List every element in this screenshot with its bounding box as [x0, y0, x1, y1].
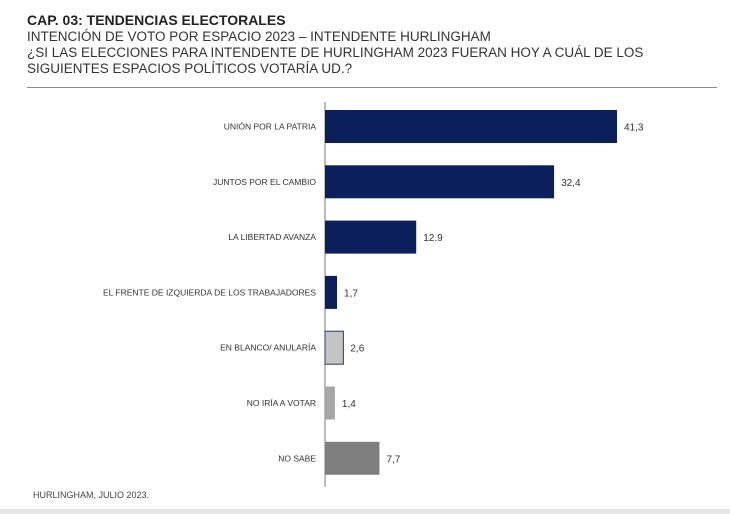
value-label-7: 7,7 — [386, 454, 400, 465]
bar-2 — [325, 165, 555, 199]
chart-title: INTENCIÓN DE VOTO POR ESPACIO 2023 – INT… — [27, 29, 491, 44]
bar-4 — [325, 275, 338, 309]
survey-question-line-2: SIGUIENTES ESPACIOS POLÍTICOS VOTARÍA UD… — [27, 61, 353, 76]
page-bottom-strip — [0, 509, 730, 514]
value-label-2: 32,4 — [561, 178, 581, 189]
header-divider — [27, 87, 717, 88]
bar-5 — [324, 330, 344, 365]
chapter-title: CAP. 03: TENDENCIAS ELECTORALES — [27, 12, 286, 28]
category-label-4: EL FRENTE DE IZQUIERDA DE LOS TRABAJADOR… — [103, 287, 316, 297]
value-label-1: 41,3 — [624, 123, 644, 134]
bar-3 — [325, 220, 417, 254]
value-label-5: 2,6 — [350, 344, 364, 355]
value-label-6: 1,4 — [342, 399, 356, 410]
value-label-4: 1,7 — [344, 288, 358, 299]
bar-6 — [325, 386, 335, 420]
category-label-2: JUNTOS POR EL CAMBIO — [213, 177, 316, 187]
chart-header: CAP. 03: TENDENCIAS ELECTORALES INTENCIÓ… — [27, 12, 717, 77]
bar-7 — [325, 441, 380, 475]
bar-chart: UNIÓN POR LA PATRIA 41,3 JUNTOS POR EL CAM… — [103, 102, 644, 487]
value-label-3: 12.9 — [423, 233, 443, 244]
category-label-3: LA LIBERTAD AVANZA — [228, 232, 316, 242]
category-label-7: NO SABE — [278, 453, 316, 463]
source-note: HURLINGHAM, JULIO 2023. — [33, 490, 150, 500]
category-label-6: NO IRÍA A VOTAR — [247, 398, 316, 408]
bar-1 — [325, 110, 617, 143]
category-label-1: UNIÓN POR LA PATRIA — [224, 122, 317, 132]
survey-question-line-1: ¿SI LAS ELECCIONES PARA INTENDENTE DE HU… — [27, 45, 644, 60]
category-label-5: EN BLANCO/ ANULARÍA — [220, 343, 316, 353]
